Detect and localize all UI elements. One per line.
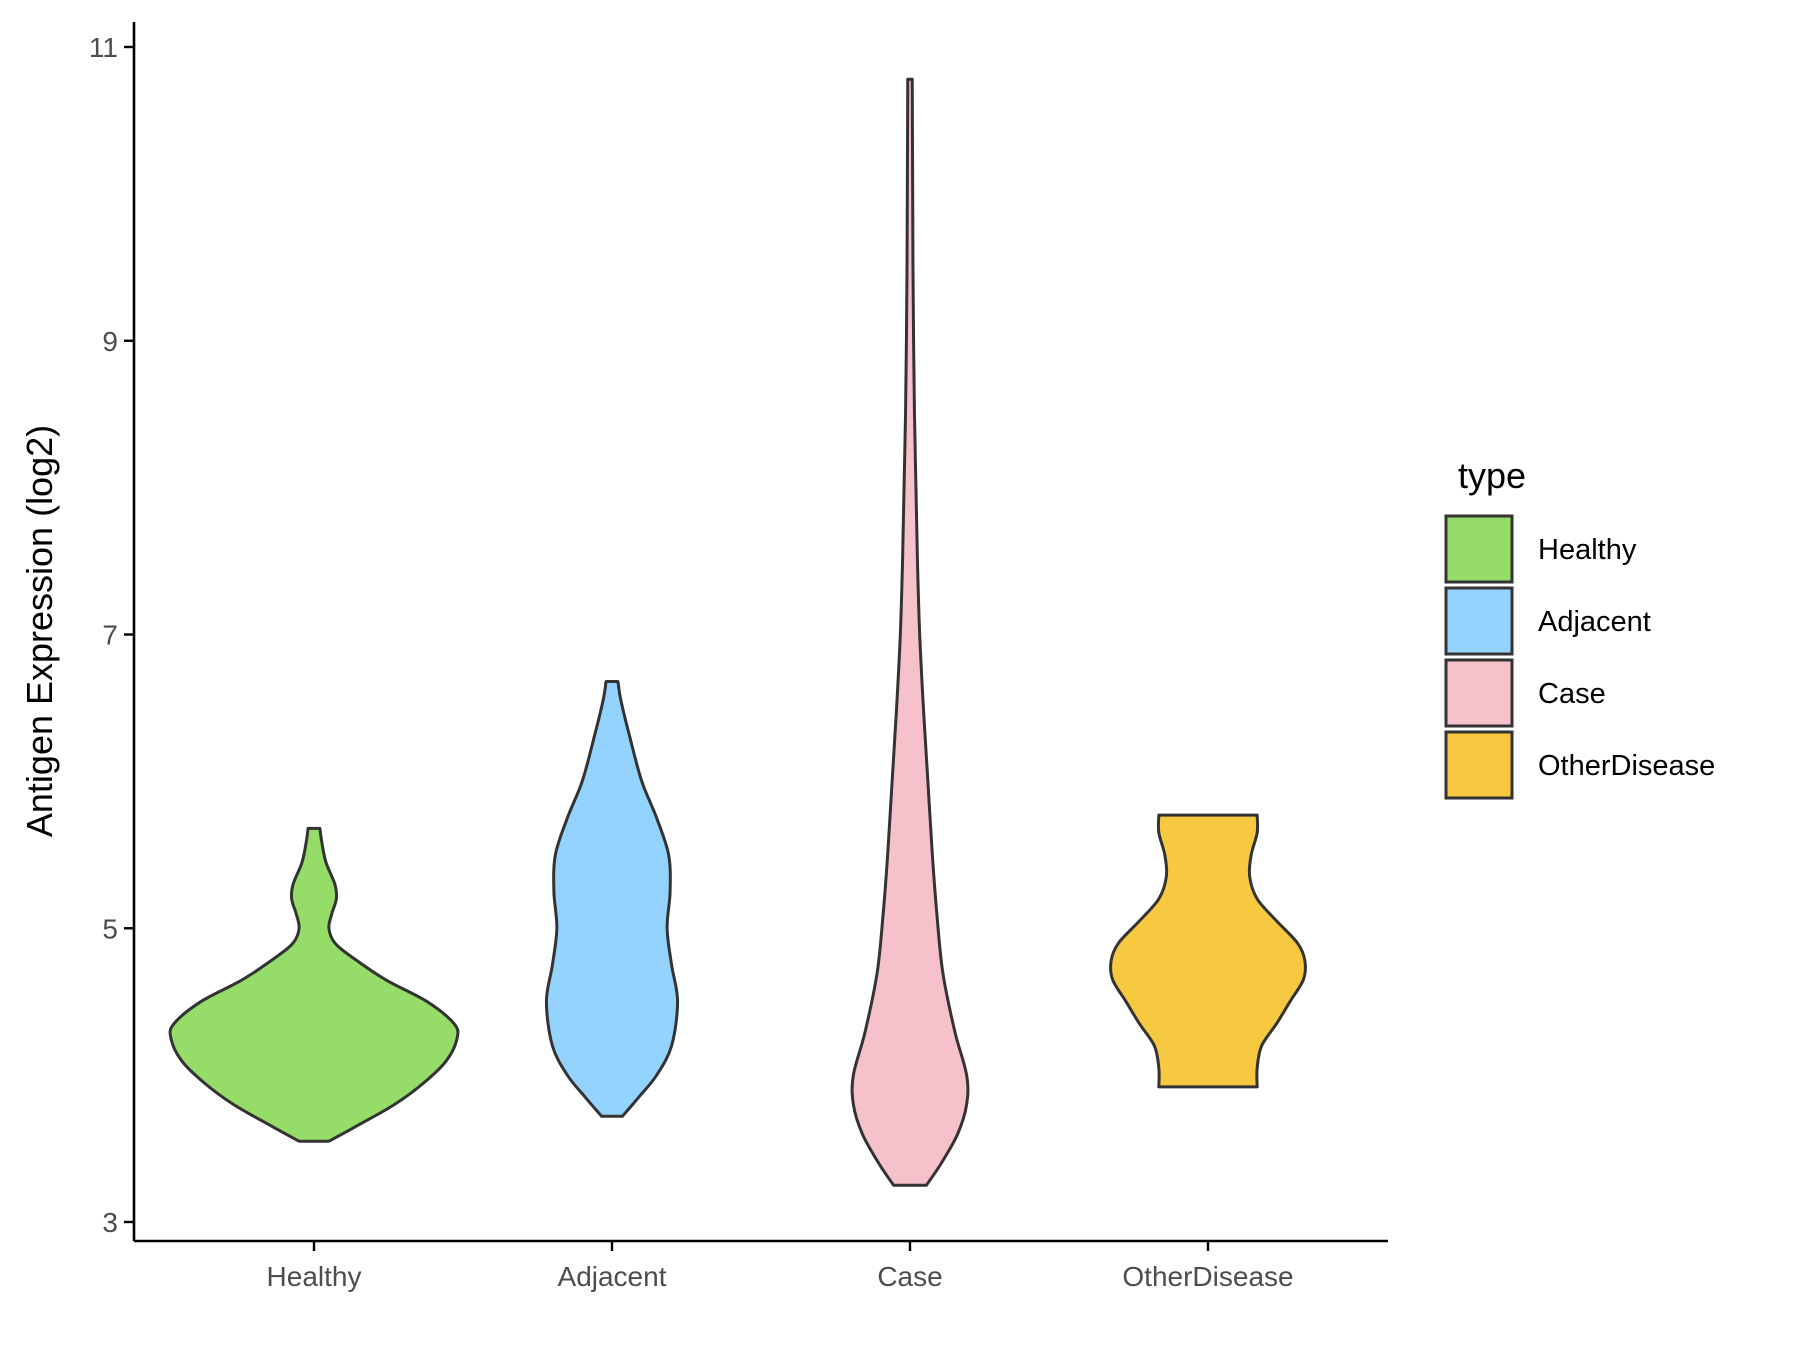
y-tick-label: 3 [102, 1207, 118, 1238]
legend-title: type [1458, 455, 1526, 496]
legend-key-adjacent [1444, 586, 1514, 656]
legend-key-otherdisease [1444, 730, 1514, 800]
legend-label: Healthy [1538, 534, 1637, 566]
violin-healthy [168, 826, 460, 1143]
y-tick-label: 11 [89, 32, 118, 63]
legend-items: Healthy Adjacent Case OtherDisease [1444, 514, 1715, 800]
y-tick-label: 7 [102, 620, 118, 651]
x-ticks: Healthy Adjacent Case OtherDisease [267, 1241, 1294, 1292]
legend-label: OtherDisease [1538, 750, 1715, 782]
y-tick-label: 5 [102, 913, 118, 944]
axes [132, 22, 1388, 1243]
legend-key-case [1444, 658, 1514, 728]
legend-label: Case [1538, 678, 1606, 710]
y-tick-label: 9 [102, 326, 118, 357]
legend-key-healthy [1444, 514, 1514, 584]
violin-otherdisease [1109, 813, 1307, 1089]
y-axis-title: Antigen Expression (log2) [19, 425, 60, 837]
violin-layer [168, 77, 1307, 1187]
violin-case [850, 77, 970, 1187]
x-tick-label: OtherDisease [1122, 1261, 1293, 1292]
violin-adjacent [544, 680, 680, 1118]
y-ticks: 3 5 7 9 11 [89, 32, 134, 1238]
legend-label: Adjacent [1538, 606, 1651, 638]
x-tick-label: Adjacent [558, 1261, 667, 1292]
legend: type Healthy Adjacent Case OtherDisease [1444, 455, 1715, 800]
x-tick-label: Case [877, 1261, 942, 1292]
x-tick-label: Healthy [267, 1261, 362, 1292]
